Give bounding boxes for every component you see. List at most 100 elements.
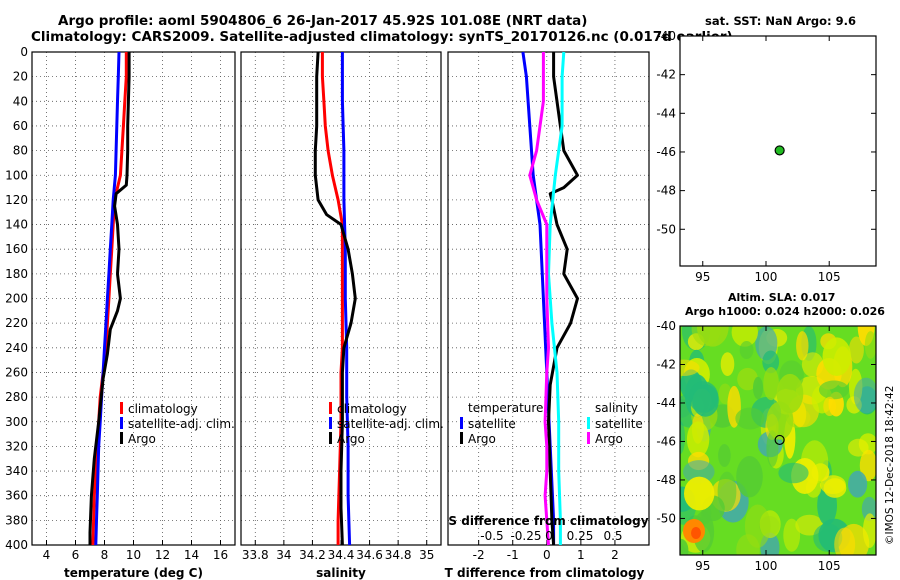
map-y-tick-label: -44	[656, 396, 676, 410]
heatmap-blob	[683, 460, 715, 484]
y-tick-label: 20	[13, 70, 28, 84]
legend-title: temperature	[468, 401, 543, 415]
map-x-tick-label: 100	[755, 559, 778, 573]
x-tick-label: 34.8	[385, 548, 412, 562]
plot-frame	[31, 51, 236, 546]
heatmap-blob	[853, 377, 876, 414]
heatmap-blob	[688, 381, 719, 413]
y-tick-label: 0	[20, 45, 28, 59]
x-tick-label: 33.8	[242, 548, 269, 562]
x-tick-label: 1	[577, 548, 585, 562]
legend-label: satellite-adj. clim.	[128, 417, 235, 431]
x-tick-label: -2	[473, 548, 485, 562]
heatmap-blob	[720, 352, 735, 376]
top-tick-label: -0.5	[480, 529, 503, 543]
y-tick-label: 260	[5, 365, 28, 379]
heatmap-blob	[823, 396, 837, 416]
heatmap-blob	[737, 367, 758, 391]
map-x-tick-label: 95	[695, 559, 710, 573]
map-x-tick-label: 95	[695, 270, 710, 284]
x-tick-label: 12	[155, 548, 170, 562]
altim-title-1: Altim. SLA: 0.017	[728, 291, 836, 304]
x-tick-label: 34.2	[299, 548, 326, 562]
x-axis-label-top: S difference from climatology	[448, 514, 648, 528]
legend-swatch	[329, 402, 332, 414]
heatmap-blob	[753, 376, 763, 400]
y-tick-label: 340	[5, 464, 28, 478]
x-tick-label: 8	[101, 548, 109, 562]
map-y-tick-label: -50	[656, 511, 676, 525]
y-tick-label: 180	[5, 267, 28, 281]
sst-map: -40 -42 -44 -46 -48 -50 95 100 105	[656, 29, 877, 284]
series-line	[547, 51, 566, 545]
map-y-tick-label: -40	[656, 29, 676, 43]
map-y-tick-label: -40	[656, 319, 676, 333]
map-x-tick-label: 105	[818, 270, 841, 284]
legend-swatch	[460, 432, 463, 444]
map-frame	[679, 325, 877, 556]
y-tick-label: 400	[5, 538, 28, 552]
altim-title-2: Argo h1000: 0.024 h2000: 0.026	[685, 305, 885, 318]
y-tick-label: 140	[5, 218, 28, 232]
heatmap-blob	[736, 456, 763, 498]
title-line-2: Climatology: CARS2009. Satellite-adjuste…	[31, 29, 733, 45]
x-tick-label: 34	[276, 548, 291, 562]
legend-title: salinity	[595, 401, 638, 415]
heatmap-blob	[783, 518, 801, 552]
map-x-tick-label: 100	[755, 270, 778, 284]
series-line	[88, 52, 131, 545]
float-position-marker	[774, 145, 785, 156]
heatmap-blob	[822, 337, 852, 377]
heatmap-blob	[818, 380, 850, 400]
legend-swatch	[120, 402, 123, 414]
y-tick-label: 380	[5, 513, 28, 527]
x-tick-label: 16	[213, 548, 228, 562]
legend-swatch	[120, 417, 123, 429]
x-tick-label: 10	[126, 548, 141, 562]
heatmap-blob	[731, 326, 758, 347]
heatmap-blob	[834, 527, 856, 555]
top-tick-label: 0.25	[567, 529, 594, 543]
map-y-tick-label: -44	[656, 106, 676, 120]
series-line	[94, 51, 121, 546]
heatmap-blob	[691, 527, 701, 539]
legend-label: satellite-adj. clim.	[337, 417, 444, 431]
x-tick-label: 0	[543, 548, 551, 562]
heatmap-blob	[739, 341, 754, 359]
map-y-tick-label: -46	[656, 145, 676, 159]
heatmap-blob	[862, 513, 876, 548]
y-tick-label: 60	[13, 119, 28, 133]
y-tick-label: 40	[13, 94, 28, 108]
top-tick-label: -0.25	[510, 529, 541, 543]
x-tick-label: 4	[43, 548, 51, 562]
series-line	[313, 51, 357, 546]
legend-label: satellite	[595, 417, 643, 431]
legend-label: climatology	[337, 402, 407, 416]
legend-swatch	[587, 417, 590, 429]
legend-swatch	[329, 432, 332, 444]
heatmap-blob	[762, 350, 780, 374]
heatmap-cells	[680, 326, 876, 555]
y-tick-label: 120	[5, 193, 28, 207]
legend-swatch	[587, 432, 590, 444]
x-tick-label: 35	[419, 548, 434, 562]
x-tick-label: 34.6	[356, 548, 383, 562]
legend-panel-3: temperature salinitysatelliteArgosatellit…	[448, 401, 648, 543]
y-tick-label: 220	[5, 316, 28, 330]
heatmap-blob	[735, 407, 765, 430]
y-tick-label: 300	[5, 415, 28, 429]
heatmap-blob	[691, 326, 721, 347]
map-y-tick-label: -42	[656, 68, 676, 82]
heatmap-blob	[718, 444, 731, 467]
heatmap-blob	[864, 331, 876, 359]
series-line	[340, 52, 352, 546]
heatmap-blob	[819, 475, 846, 495]
float-position-marker	[774, 434, 785, 446]
heatmap-blob	[680, 538, 689, 555]
y-tick-label: 160	[5, 242, 28, 256]
altimetry-map: -40 -42 -44 -46 -48 -50 95 100 105	[656, 319, 877, 573]
sst-title: sat. SST: NaN Argo: 9.6	[705, 14, 857, 28]
y-tick-label: 320	[5, 439, 28, 453]
